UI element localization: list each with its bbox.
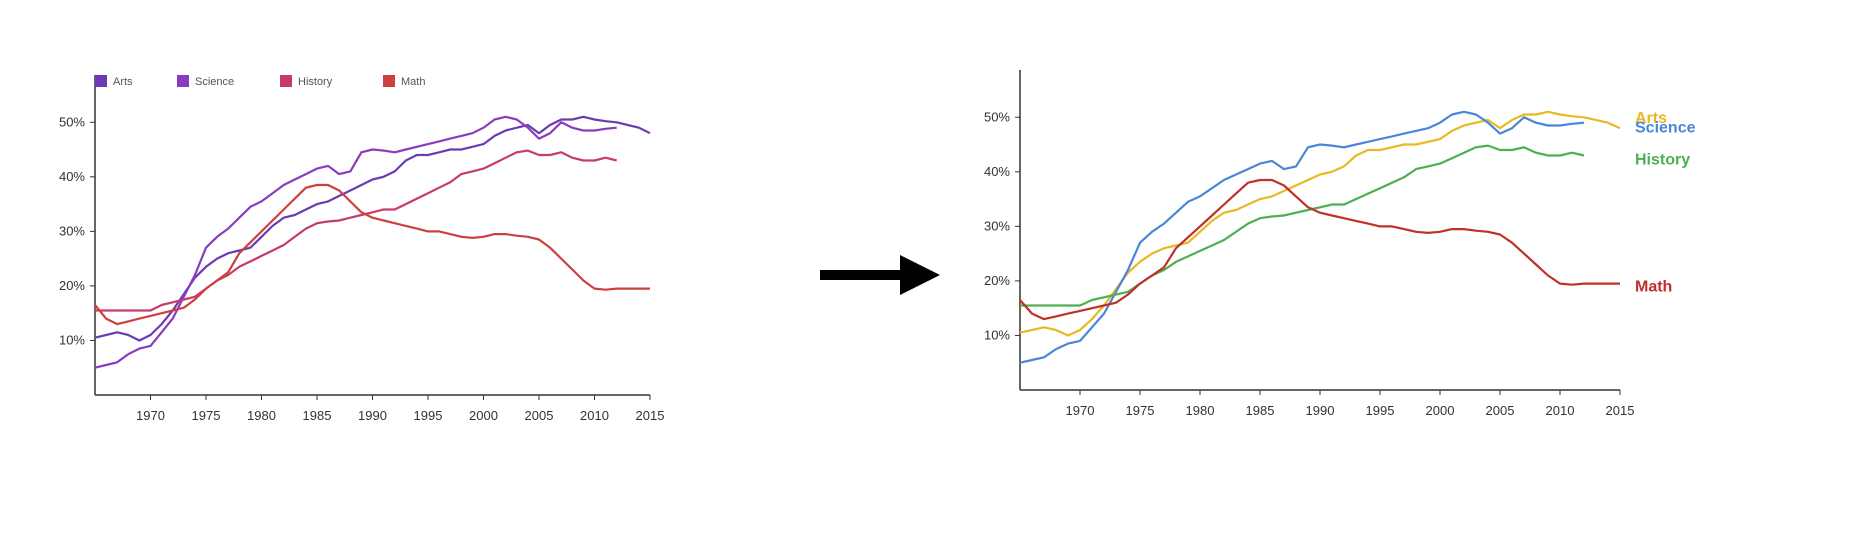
x-tick-label: 2015 (636, 408, 665, 423)
x-tick-label: 1970 (1066, 403, 1095, 418)
legend-swatch-math (383, 75, 395, 87)
legend-label-math: Math (401, 76, 425, 88)
x-tick-label: 1975 (192, 408, 221, 423)
x-tick-label: 2005 (525, 408, 554, 423)
right-arrow-icon (820, 255, 940, 295)
legend-swatch-science (177, 75, 189, 87)
legend-label-arts: Arts (113, 76, 133, 88)
y-tick-label: 50% (59, 114, 85, 129)
x-tick-label: 1985 (303, 408, 332, 423)
legend-swatch-arts (95, 75, 107, 87)
x-tick-label: 1990 (1306, 403, 1335, 418)
series-line-history (1020, 144, 1585, 307)
x-tick-label: 1970 (136, 408, 165, 423)
y-tick-label: 10% (984, 327, 1010, 342)
y-tick-label: 40% (984, 164, 1010, 179)
series-line-math (94, 183, 650, 326)
y-tick-label: 50% (984, 109, 1010, 124)
y-tick-label: 20% (59, 278, 85, 293)
x-tick-label: 2015 (1606, 403, 1635, 418)
x-tick-label: 2005 (1486, 403, 1515, 418)
y-tick-label: 40% (59, 169, 85, 184)
x-tick-label: 1985 (1246, 403, 1275, 418)
x-tick-label: 2010 (580, 408, 609, 423)
legend-swatch-history (280, 75, 292, 87)
x-tick-label: 1995 (414, 408, 443, 423)
x-tick-label: 1980 (247, 408, 276, 423)
x-tick-label: 1995 (1366, 403, 1395, 418)
x-tick-label: 2000 (469, 408, 498, 423)
x-tick-label: 2000 (1426, 403, 1455, 418)
end-label-math: Math (1635, 279, 1672, 296)
after-line-chart: 10% 20% 30% 40% 50% 1970 1975 1980 1985 1990 1995 2… (984, 70, 1696, 418)
y-tick-label: 20% (984, 273, 1010, 288)
end-label-arts: Arts (1635, 110, 1667, 127)
x-tick-label: 1990 (358, 408, 387, 423)
x-tick-label: 2010 (1546, 403, 1575, 418)
series-line-math (1019, 178, 1620, 321)
after-chart-panel: 10% 20% 30% 40% 50% 1970 1975 1980 1985 1990 1995 2… (960, 60, 1850, 522)
y-tick-label: 30% (59, 223, 85, 238)
end-label-history: History (1635, 151, 1690, 168)
before-chart-panel: 10% 20% 30% 40% 50% 1970 1975 1980 1985 1990 1995 2… (30, 60, 870, 522)
y-tick-label: 10% (59, 332, 85, 347)
end-label-science: Science (1635, 120, 1696, 137)
before-line-chart: 10% 20% 30% 40% 50% 1970 1975 1980 1985 1990 1995 2… (59, 75, 665, 423)
x-tick-label: 1975 (1126, 403, 1155, 418)
legend-label-history: History (298, 76, 333, 88)
legend-label-science: Science (195, 76, 234, 88)
y-tick-label: 30% (984, 218, 1010, 233)
x-tick-label: 1980 (1186, 403, 1215, 418)
series-line-history (95, 149, 617, 312)
